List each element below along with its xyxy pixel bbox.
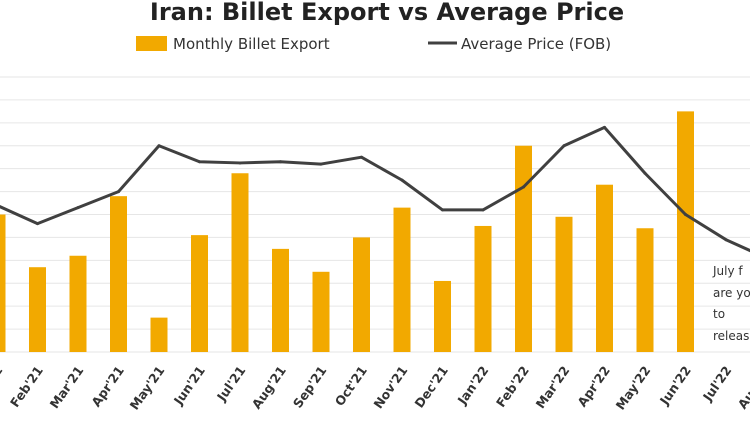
x-tick-label: Mar'21 [46, 363, 86, 411]
note-line-1: July f [712, 264, 743, 278]
bar [515, 145, 532, 352]
x-tick-label: Jun'22 [656, 363, 694, 408]
bar [231, 173, 249, 352]
price-point [319, 162, 323, 166]
price-point [684, 213, 687, 216]
price-point [238, 161, 242, 165]
price-point [603, 125, 606, 129]
bars [0, 111, 694, 352]
bar [474, 225, 492, 352]
price-point [481, 208, 485, 212]
price-point [76, 206, 80, 210]
bar [555, 216, 573, 352]
bar [69, 255, 87, 352]
price-point [279, 160, 282, 164]
note-line-4: releas [713, 329, 749, 343]
x-tick-label: Sep'21 [290, 363, 330, 411]
x-tick-label: Mar'22 [532, 363, 572, 411]
x-tick-label: Jan'22 [454, 363, 492, 408]
side-note: July f are yo to releas [712, 264, 750, 343]
price-point [400, 178, 404, 182]
price-point [157, 144, 161, 148]
x-tick-label: Jul'21 [213, 363, 248, 404]
legend: Monthly Billet Export Average Price (FOB… [136, 35, 611, 53]
chart-title: Iran: Billet Export vs Average Price [150, 0, 624, 26]
bar [191, 235, 208, 352]
price-point [643, 171, 647, 175]
bar [677, 111, 694, 352]
price-point [724, 238, 728, 242]
bar [0, 214, 6, 352]
x-tick-label: Feb'22 [493, 363, 532, 410]
price-line [0, 125, 750, 253]
legend-swatch-bar [136, 36, 167, 51]
price-point [198, 160, 201, 164]
x-tick-label: Oct'21 [332, 363, 370, 409]
price-point [117, 190, 120, 194]
bar [596, 184, 613, 352]
x-tick-label: Jun'21 [170, 363, 208, 408]
x-tick-label: Nov'21 [370, 363, 410, 411]
price-point [360, 155, 363, 159]
price-point [522, 185, 525, 189]
bar [393, 207, 411, 352]
x-tick-label: Apr'22 [574, 363, 613, 409]
bar [110, 196, 127, 352]
bar [434, 280, 451, 352]
x-tick-label: Jul'22 [699, 363, 734, 404]
bar [150, 317, 168, 352]
x-tick-label: May'21 [127, 363, 168, 412]
bar [272, 248, 289, 352]
x-tick-label: Dec'21 [411, 363, 451, 411]
x-tick-label: Aug'22 [735, 363, 750, 412]
bar [29, 267, 46, 352]
x-tick-label: Feb'21 [7, 363, 46, 410]
x-tick-label: Apr'21 [88, 363, 127, 409]
price-line-layer [0, 125, 750, 253]
x-tick-label: Jan'21 [0, 363, 5, 408]
x-tick-label: Aug'21 [249, 363, 289, 412]
x-tick-label: May'22 [613, 363, 654, 412]
x-tick-labels: Jan'21 Feb'21 Mar'21 Apr'21 May'21 Jun'21 Jul'… [0, 363, 750, 412]
bar [312, 271, 330, 352]
bar [636, 228, 654, 352]
bar [353, 237, 370, 352]
price-point [562, 144, 566, 148]
note-line-3: to [713, 307, 725, 321]
legend-label-bar: Monthly Billet Export [173, 35, 330, 53]
price-point [36, 222, 39, 226]
price-point [441, 208, 444, 212]
legend-label-line: Average Price (FOB) [461, 35, 611, 53]
note-line-2: are yo [713, 286, 750, 300]
